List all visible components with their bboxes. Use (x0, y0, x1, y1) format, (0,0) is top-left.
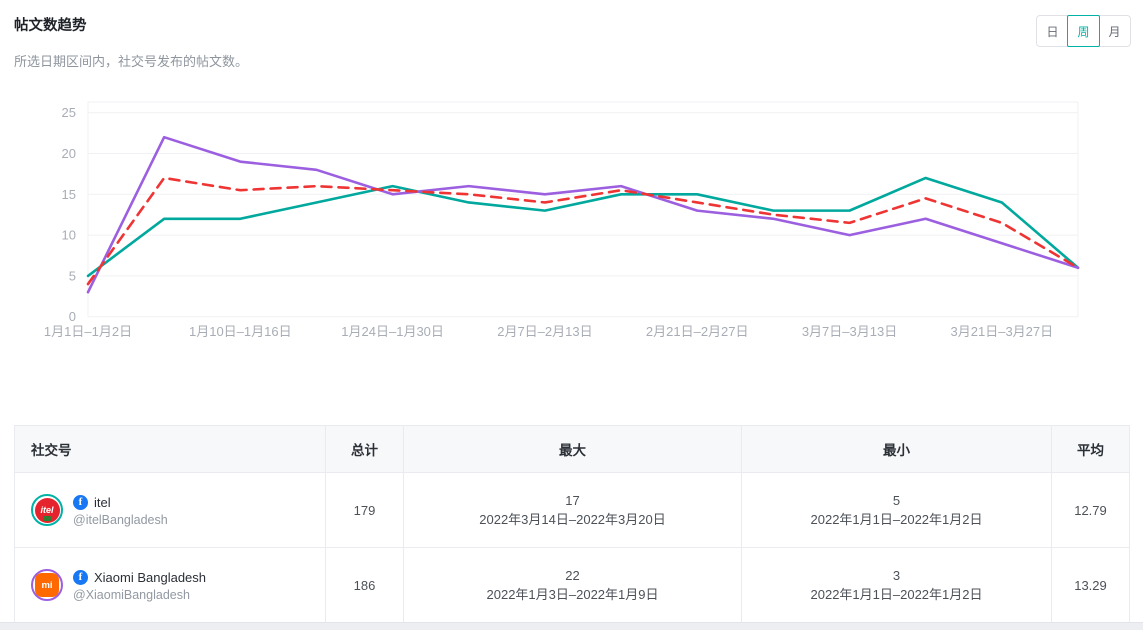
min-cell: 5 2022年1月1日–2022年1月2日 (741, 472, 1052, 548)
max-cell: 22 2022年1月3日–2022年1月9日 (403, 547, 742, 623)
account-cell-xiaomi[interactable]: mi f Xiaomi Bangladesh @XiaomiBangladesh (14, 547, 326, 623)
x-tick-label: 1月24日–1月30日 (341, 324, 444, 339)
page-subtitle: 所选日期区间内，社交号发布的帖文数。 (14, 54, 249, 69)
account-handle: @itelBangladesh (73, 512, 168, 527)
account-name: Xiaomi Bangladesh (94, 569, 207, 585)
xiaomi-avatar: mi (31, 569, 63, 601)
series-line-itel (86, 176, 1080, 278)
max-date-range: 2022年3月14日–2022年3月20日 (479, 512, 666, 527)
total-cell: 186 (325, 547, 404, 623)
column-header-average: 平均 (1051, 425, 1130, 473)
max-value: 22 (565, 568, 580, 583)
trend-line-chart: 0 5 10 15 20 25 1月1日–1月2日 1月10日–1月16日 1月24日–1月30… (44, 101, 1080, 339)
x-tick-label: 1月10日–1月16日 (189, 324, 292, 339)
x-tick-label: 2月7日–2月13日 (497, 324, 592, 339)
x-tick-label: 3月21日–3月27日 (951, 324, 1054, 339)
y-tick-label: 20 (62, 146, 76, 161)
account-handle: @XiaomiBangladesh (73, 587, 190, 602)
min-date-range: 2022年1月1日–2022年1月2日 (810, 512, 983, 527)
min-value: 5 (892, 493, 901, 508)
min-date-range: 2022年1月1日–2022年1月2日 (810, 587, 983, 602)
toggle-month-button[interactable]: 月 (1108, 24, 1121, 39)
y-tick-label: 25 (62, 105, 76, 120)
itel-flag-icon (43, 515, 51, 521)
itel-avatar: itel (31, 494, 63, 526)
series-line-average (86, 176, 1080, 286)
y-tick-label: 0 (69, 309, 76, 324)
x-tick-label: 1月1日–1月2日 (44, 324, 132, 339)
table-row-itel: itel f itel @itelBangladesh 179 17 (14, 472, 1130, 548)
x-tick-label: 3月7日–3月13日 (802, 324, 897, 339)
facebook-icon: f (73, 569, 88, 585)
y-tick-label: 10 (62, 228, 76, 243)
table-header-row: 社交号 总计 最大 最小 平均 (14, 425, 1130, 473)
max-date-range: 2022年1月3日–2022年1月9日 (486, 587, 659, 602)
average-cell: 12.79 (1051, 472, 1130, 548)
total-cell: 179 (325, 472, 404, 548)
account-cell-itel[interactable]: itel f itel @itelBangladesh (14, 472, 326, 548)
toggle-week-button[interactable]: 周 (1067, 15, 1100, 47)
y-tick-label: 15 (62, 187, 76, 202)
column-header-max: 最大 (403, 425, 742, 473)
facebook-icon: f (73, 494, 88, 510)
column-header-total: 总计 (325, 425, 404, 473)
table-row-xiaomi: mi f Xiaomi Bangladesh @XiaomiBangladesh… (14, 547, 1130, 623)
column-header-account: 社交号 (14, 425, 326, 473)
max-cell: 17 2022年3月14日–2022年3月20日 (403, 472, 742, 548)
average-cell: 13.29 (1051, 547, 1130, 623)
period-toggle-group: 日 周 月 (1036, 15, 1131, 47)
min-value: 3 (892, 568, 901, 583)
page-title: 帖文数趋势 (14, 18, 87, 34)
y-tick-label: 5 (69, 268, 76, 283)
max-value: 17 (565, 493, 580, 508)
min-cell: 3 2022年1月1日–2022年1月2日 (741, 547, 1052, 623)
column-header-min: 最小 (741, 425, 1052, 473)
series-line-xiaomi (86, 135, 1080, 294)
account-name: itel (94, 494, 111, 510)
x-tick-label: 2月21日–2月27日 (646, 324, 749, 339)
accounts-stats-table: 社交号 总计 最大 最小 平均 itel f i (14, 425, 1130, 623)
chart-legend: 平均帖文数 itel f itel @itelBangladesh mi f (0, 358, 1143, 404)
page-bottom-strip (0, 622, 1143, 630)
